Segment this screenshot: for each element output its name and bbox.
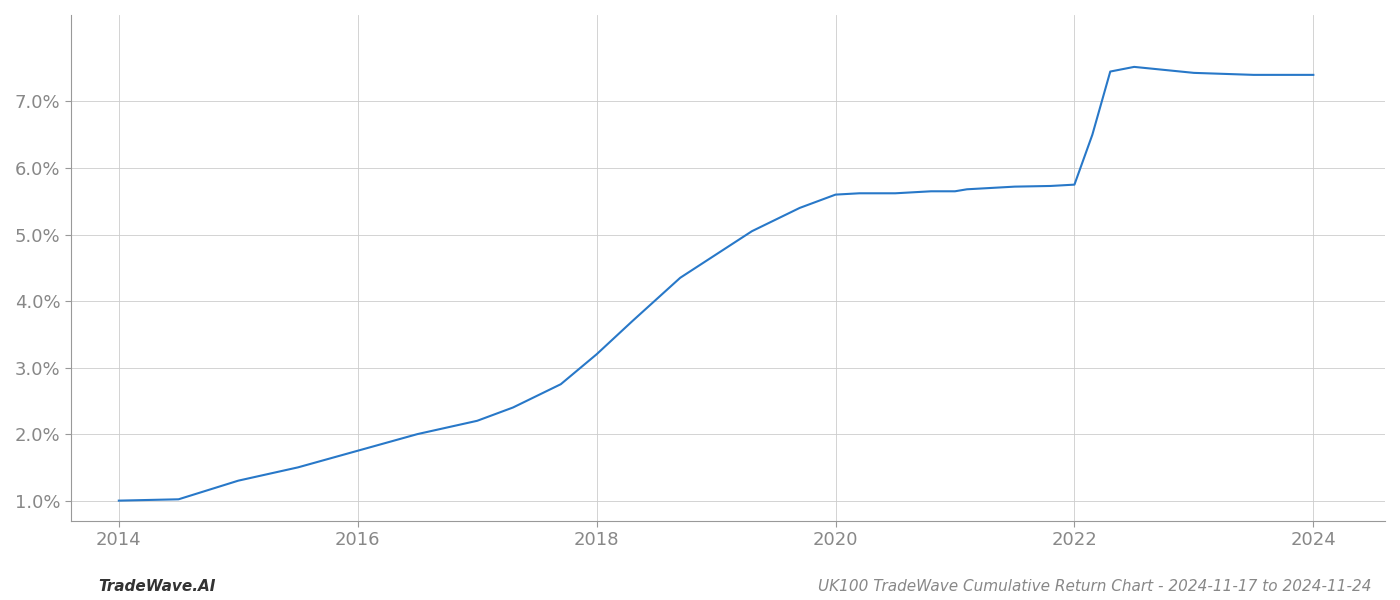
Text: UK100 TradeWave Cumulative Return Chart - 2024-11-17 to 2024-11-24: UK100 TradeWave Cumulative Return Chart …: [819, 579, 1372, 594]
Text: TradeWave.AI: TradeWave.AI: [98, 579, 216, 594]
